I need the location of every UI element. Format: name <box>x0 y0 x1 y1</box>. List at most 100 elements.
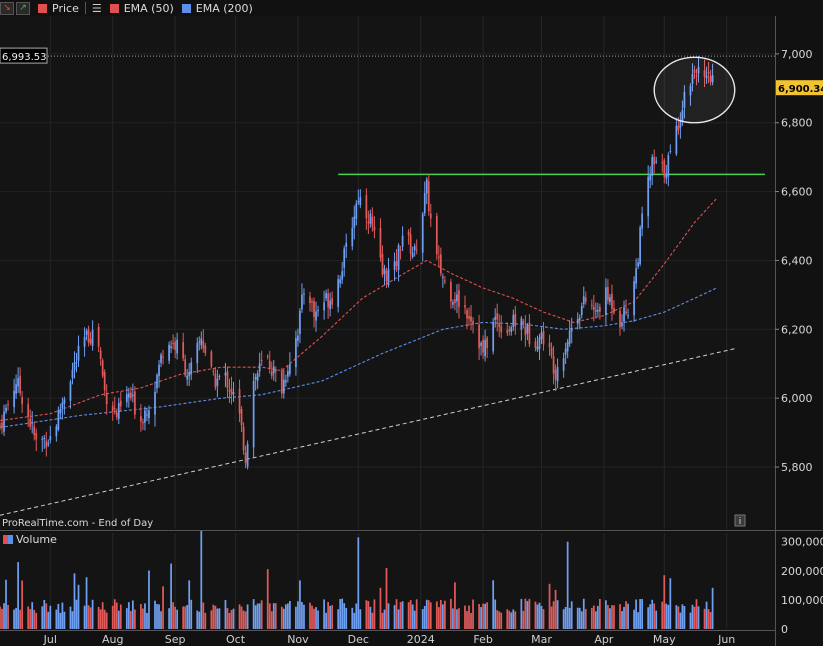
volume-bar <box>115 602 118 629</box>
candle-body <box>506 330 509 333</box>
candle-body <box>550 347 553 356</box>
volume-bar <box>101 602 104 629</box>
candle-body <box>156 375 158 389</box>
volume-bar <box>661 601 664 629</box>
candle-body <box>520 318 523 330</box>
candle-body <box>29 418 32 427</box>
candle-body <box>623 307 625 322</box>
volume-bar <box>478 604 480 629</box>
x-tick-label: May <box>653 633 676 646</box>
volume-bar <box>21 580 24 629</box>
volume-bar <box>91 599 94 629</box>
candle-body <box>466 310 468 319</box>
volume-bar <box>204 612 207 629</box>
volume-bar <box>639 599 642 629</box>
volume-bar <box>244 611 247 629</box>
candle-body <box>570 327 573 332</box>
volume-bar <box>397 609 400 629</box>
candle-body <box>582 296 585 305</box>
volume-bar <box>385 567 388 629</box>
volume-bar <box>393 605 396 629</box>
candle-body <box>313 301 315 318</box>
volume-bar <box>133 609 136 629</box>
candle-body <box>534 341 537 348</box>
volume-legend-label: Volume <box>16 533 57 546</box>
volume-bar <box>272 603 275 629</box>
volume-bar <box>45 603 48 629</box>
volume-bar <box>381 612 384 629</box>
volume-bar <box>3 603 5 629</box>
volume-bar <box>154 600 156 629</box>
volume-bar <box>19 609 22 629</box>
volume-bar <box>15 607 17 629</box>
menu-icon[interactable]: ☰ <box>91 1 102 15</box>
candle-body <box>91 329 94 346</box>
volume-bar <box>683 605 686 629</box>
volume-bar <box>498 611 501 629</box>
candle-body <box>282 379 285 394</box>
volume-bar <box>452 608 454 629</box>
volume-bar <box>174 606 177 629</box>
candle-body <box>99 350 102 359</box>
volume-bar <box>355 603 358 629</box>
candle-body <box>411 252 414 257</box>
ema50-line <box>0 198 718 422</box>
candle-body <box>450 281 452 302</box>
price-legend-swatch <box>38 3 47 13</box>
candle-body <box>627 315 629 317</box>
candle-body <box>568 330 571 344</box>
volume-bar <box>570 601 573 629</box>
volume-bar <box>270 611 273 629</box>
ema50-legend-label: EMA (50) <box>123 1 174 15</box>
y-tick-label: 6,000 <box>781 392 813 405</box>
volume-bar <box>228 612 231 629</box>
candle-body <box>63 399 66 404</box>
volume-bar <box>75 599 78 629</box>
x-tick-label: Mar <box>531 633 552 646</box>
candle-body <box>47 442 50 445</box>
volume-bar <box>129 610 132 629</box>
candle-body <box>548 342 551 348</box>
candle-body <box>323 302 325 311</box>
volume-bar <box>464 605 466 629</box>
volume-bar <box>188 580 191 629</box>
candle-body <box>508 329 511 332</box>
candle-body <box>188 372 191 377</box>
x-tick-label: Apr <box>594 633 614 646</box>
candle-body <box>142 421 144 424</box>
volume-bar <box>301 602 303 629</box>
candle-body <box>665 174 668 179</box>
volume-bar <box>486 602 489 629</box>
volume-bar <box>85 577 88 629</box>
volume-bar <box>651 599 654 629</box>
volume-bar <box>168 608 170 629</box>
candle-body <box>200 338 203 346</box>
candle-body <box>385 270 388 282</box>
candle-body <box>345 242 348 247</box>
candle-body <box>258 363 261 372</box>
candle-body <box>596 309 599 312</box>
price-up-arrow-icon[interactable]: ↗ <box>16 1 30 15</box>
ema200-line <box>0 287 717 428</box>
candle-body <box>43 437 46 439</box>
candle-body <box>339 279 342 284</box>
candle-body <box>409 234 412 254</box>
candle-body <box>146 414 148 416</box>
volume-bar <box>649 604 652 629</box>
candle-body <box>299 310 301 334</box>
candle-body <box>55 426 58 437</box>
info-icon[interactable]: i <box>734 514 746 527</box>
volume-bar <box>413 610 416 629</box>
volume-bar <box>59 612 62 629</box>
price-legend-label: Price <box>52 1 79 15</box>
volume-bar <box>345 607 348 629</box>
candle-body <box>59 410 62 414</box>
candle-body <box>242 426 245 451</box>
candle-body <box>125 394 128 403</box>
volume-bar <box>266 569 269 629</box>
candle-body <box>89 338 92 344</box>
price-down-arrow-icon[interactable]: ↘ <box>0 1 14 15</box>
candle-body <box>592 306 595 310</box>
volume-bar <box>43 599 46 629</box>
